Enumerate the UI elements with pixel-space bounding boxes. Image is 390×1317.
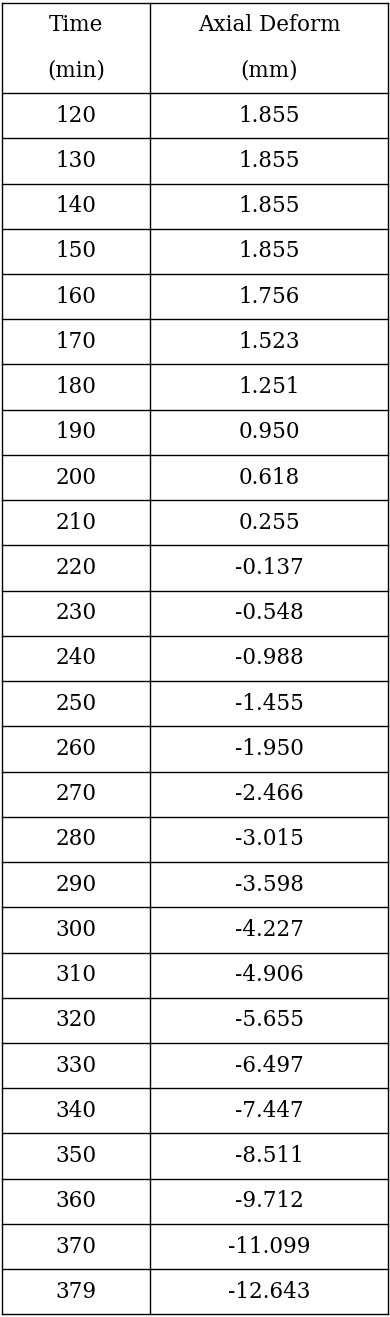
Text: -3.598: -3.598 [235,873,303,896]
Text: 0.950: 0.950 [238,421,300,444]
Text: 220: 220 [55,557,97,579]
Text: Axial Deform: Axial Deform [198,14,340,37]
Text: -2.466: -2.466 [235,784,303,805]
Text: 170: 170 [56,331,96,353]
Text: -9.712: -9.712 [235,1191,303,1212]
Text: 280: 280 [55,828,97,851]
Text: -6.497: -6.497 [235,1055,303,1076]
Text: -7.447: -7.447 [235,1100,303,1122]
Text: -8.511: -8.511 [235,1144,303,1167]
Text: -12.643: -12.643 [228,1280,310,1303]
Text: 130: 130 [55,150,97,173]
Text: 350: 350 [55,1144,97,1167]
Text: 300: 300 [55,919,97,940]
Text: 120: 120 [55,105,97,126]
Text: -3.015: -3.015 [235,828,303,851]
Text: 1.855: 1.855 [238,241,300,262]
Text: -5.655: -5.655 [235,1009,303,1031]
Text: 360: 360 [55,1191,97,1212]
Text: 320: 320 [55,1009,97,1031]
Text: 1.756: 1.756 [238,286,300,308]
Text: -11.099: -11.099 [228,1235,310,1258]
Text: 1.855: 1.855 [238,105,300,126]
Text: -4.906: -4.906 [235,964,303,986]
Text: 230: 230 [55,602,97,624]
Text: 190: 190 [55,421,97,444]
Text: 1.251: 1.251 [238,377,300,398]
Text: -0.548: -0.548 [235,602,303,624]
Text: 150: 150 [55,241,97,262]
Text: 260: 260 [55,738,97,760]
Text: 0.618: 0.618 [238,466,300,489]
Text: -1.455: -1.455 [235,693,303,715]
Text: 240: 240 [55,648,97,669]
Text: 180: 180 [56,377,96,398]
Text: 160: 160 [56,286,96,308]
Text: -4.227: -4.227 [235,919,303,940]
Text: 310: 310 [55,964,97,986]
Text: 1.855: 1.855 [238,195,300,217]
Text: 379: 379 [55,1280,97,1303]
Text: 0.255: 0.255 [238,512,300,533]
Text: -1.950: -1.950 [235,738,303,760]
Text: -0.137: -0.137 [235,557,303,579]
Text: (mm): (mm) [240,59,298,82]
Text: 210: 210 [55,512,97,533]
Text: Time: Time [49,14,103,37]
Text: 200: 200 [55,466,97,489]
Text: 290: 290 [55,873,97,896]
Text: 270: 270 [55,784,97,805]
Text: -0.988: -0.988 [235,648,303,669]
Text: 330: 330 [55,1055,97,1076]
Text: 370: 370 [55,1235,97,1258]
Text: 1.523: 1.523 [238,331,300,353]
Text: 250: 250 [55,693,97,715]
Text: 140: 140 [56,195,96,217]
Text: (min): (min) [47,59,105,82]
Text: 1.855: 1.855 [238,150,300,173]
Text: 340: 340 [55,1100,97,1122]
